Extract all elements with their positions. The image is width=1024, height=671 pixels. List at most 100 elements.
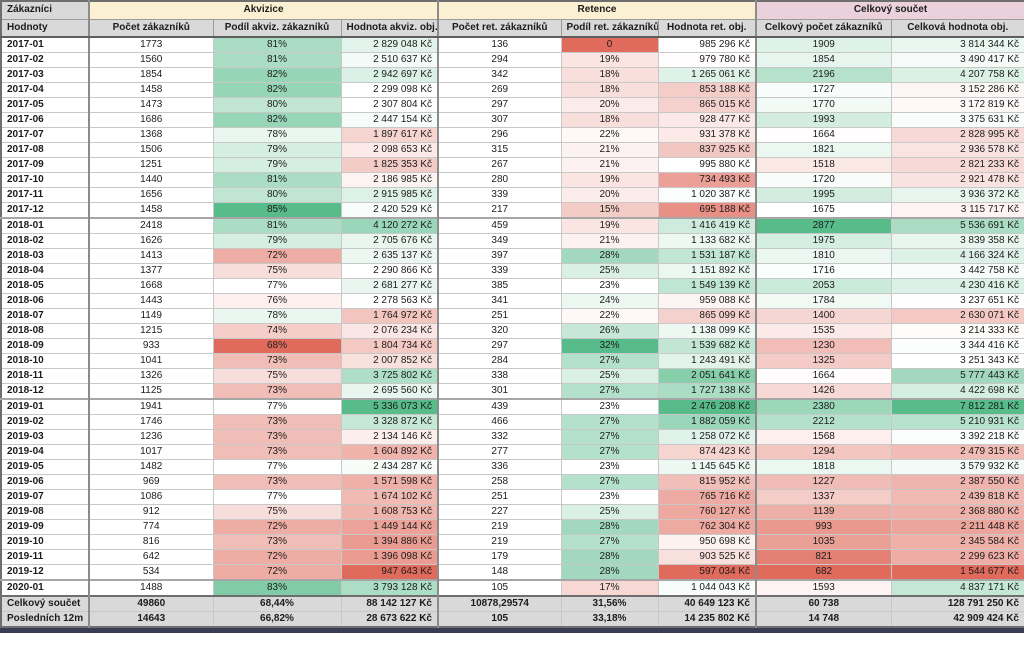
cell[interactable]: 1400: [755, 308, 892, 324]
cell[interactable]: 339: [437, 187, 562, 203]
cell[interactable]: 17%: [560, 579, 659, 597]
cell[interactable]: 68,44%: [212, 595, 342, 612]
cell[interactable]: 301: [437, 383, 562, 400]
cell[interactable]: 297: [437, 338, 562, 354]
cell[interactable]: 1443: [88, 293, 214, 309]
cell[interactable]: 1230: [755, 338, 892, 354]
cell[interactable]: 105: [437, 611, 562, 628]
cell[interactable]: 82%: [212, 112, 342, 128]
cell[interactable]: 105: [437, 579, 562, 597]
cell[interactable]: 950 698 Kč: [657, 534, 757, 550]
cell[interactable]: 1227: [755, 474, 892, 490]
cell[interactable]: 73%: [212, 383, 342, 400]
cell[interactable]: 307: [437, 112, 562, 128]
cell[interactable]: 73%: [212, 414, 342, 430]
cell[interactable]: 7 812 281 Kč: [890, 398, 1024, 415]
row-label[interactable]: 2019-01: [0, 398, 90, 415]
row-label[interactable]: 2017-12: [0, 202, 90, 219]
cell[interactable]: 81%: [212, 172, 342, 188]
cell[interactable]: 1 539 682 Kč: [657, 338, 757, 354]
cell[interactable]: 77%: [212, 398, 342, 415]
cell[interactable]: 251: [437, 489, 562, 505]
cell[interactable]: 21%: [560, 157, 659, 173]
row-label[interactable]: 2019-03: [0, 429, 90, 445]
cell[interactable]: 179: [437, 549, 562, 565]
cell[interactable]: 1 020 387 Kč: [657, 187, 757, 203]
cell[interactable]: 1086: [88, 489, 214, 505]
cell[interactable]: 1560: [88, 52, 214, 68]
cell[interactable]: 1 044 043 Kč: [657, 579, 757, 597]
cell[interactable]: 928 477 Kč: [657, 112, 757, 128]
cell[interactable]: 75%: [212, 504, 342, 520]
cell[interactable]: 2 829 048 Kč: [340, 36, 439, 53]
cell[interactable]: 22%: [560, 308, 659, 324]
group-header[interactable]: Retence: [437, 0, 757, 20]
cell[interactable]: 1770: [755, 97, 892, 113]
cell[interactable]: 27%: [560, 414, 659, 430]
cell[interactable]: 1 133 682 Kč: [657, 233, 757, 249]
cell[interactable]: 1294: [755, 444, 892, 460]
cell[interactable]: 23%: [560, 489, 659, 505]
cell[interactable]: 42 909 424 Kč: [890, 611, 1024, 628]
cell[interactable]: 3 490 417 Kč: [890, 52, 1024, 68]
cell[interactable]: 865 099 Kč: [657, 308, 757, 324]
row-label[interactable]: 2017-07: [0, 127, 90, 143]
cell[interactable]: 74%: [212, 323, 342, 339]
cell[interactable]: 2 387 550 Kč: [890, 474, 1024, 490]
cell[interactable]: 1568: [755, 429, 892, 445]
summary-row-label[interactable]: Posledních 12m: [0, 611, 90, 628]
cell[interactable]: 865 015 Kč: [657, 97, 757, 113]
cell[interactable]: 315: [437, 142, 562, 158]
cell[interactable]: 0: [560, 36, 659, 53]
cell[interactable]: 342: [437, 67, 562, 83]
cell[interactable]: 15%: [560, 202, 659, 219]
cell[interactable]: 2418: [88, 217, 214, 234]
cell[interactable]: 466: [437, 414, 562, 430]
cell[interactable]: 1017: [88, 444, 214, 460]
cell[interactable]: 1626: [88, 233, 214, 249]
cell[interactable]: 23%: [560, 398, 659, 415]
cell[interactable]: 2 821 233 Kč: [890, 157, 1024, 173]
cell[interactable]: 88 142 127 Kč: [340, 595, 439, 612]
cell[interactable]: 81%: [212, 52, 342, 68]
column-header[interactable]: Podíl akviz. zákazníků: [212, 18, 342, 38]
cell[interactable]: 837 925 Kč: [657, 142, 757, 158]
cell[interactable]: 1 396 098 Kč: [340, 549, 439, 565]
cell[interactable]: 933: [88, 338, 214, 354]
cell[interactable]: 1 258 072 Kč: [657, 429, 757, 445]
cell[interactable]: 20%: [560, 187, 659, 203]
cell[interactable]: 14 235 802 Kč: [657, 611, 757, 628]
row-label[interactable]: 2019-09: [0, 519, 90, 535]
cell[interactable]: 2 635 137 Kč: [340, 248, 439, 264]
cell[interactable]: 10878,29574: [437, 595, 562, 612]
row-label[interactable]: 2018-05: [0, 278, 90, 294]
cell[interactable]: 1784: [755, 293, 892, 309]
cell[interactable]: 81%: [212, 36, 342, 53]
cell[interactable]: 27%: [560, 444, 659, 460]
cell[interactable]: 73%: [212, 429, 342, 445]
cell[interactable]: 1251: [88, 157, 214, 173]
group-header[interactable]: Celkový součet: [755, 0, 1024, 20]
row-label[interactable]: 2019-05: [0, 459, 90, 475]
cell[interactable]: 27%: [560, 534, 659, 550]
cell[interactable]: 4 422 698 Kč: [890, 383, 1024, 400]
cell[interactable]: 2380: [755, 398, 892, 415]
cell[interactable]: 1 531 187 Kč: [657, 248, 757, 264]
cell[interactable]: 1458: [88, 82, 214, 98]
cell[interactable]: 3 579 932 Kč: [890, 459, 1024, 475]
cell[interactable]: 1426: [755, 383, 892, 400]
cell[interactable]: 1 145 645 Kč: [657, 459, 757, 475]
cell[interactable]: 2 345 584 Kč: [890, 534, 1024, 550]
cell[interactable]: 1 897 617 Kč: [340, 127, 439, 143]
cell[interactable]: 1 571 598 Kč: [340, 474, 439, 490]
cell[interactable]: 534: [88, 564, 214, 581]
cell[interactable]: 1746: [88, 414, 214, 430]
row-label[interactable]: 2017-09: [0, 157, 90, 173]
cell[interactable]: 82%: [212, 67, 342, 83]
cell[interactable]: 985 296 Kč: [657, 36, 757, 53]
cell[interactable]: 3 839 358 Kč: [890, 233, 1024, 249]
cell[interactable]: 1686: [88, 112, 214, 128]
cell[interactable]: 5 777 443 Kč: [890, 368, 1024, 384]
cell[interactable]: 853 188 Kč: [657, 82, 757, 98]
cell[interactable]: 277: [437, 444, 562, 460]
